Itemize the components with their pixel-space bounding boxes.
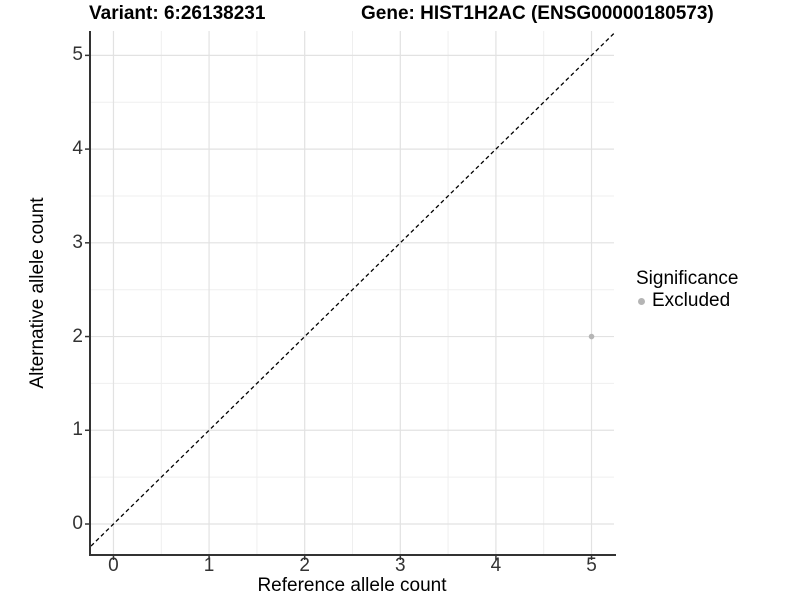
x-tick-label: 0 <box>108 555 119 576</box>
legend-point-icon <box>637 297 645 305</box>
y-tick-label: 5 <box>72 44 83 66</box>
y-tick-label: 4 <box>72 138 83 160</box>
legend-key <box>630 290 652 312</box>
legend-items: Excluded <box>630 290 738 312</box>
x-tick-label: 5 <box>586 555 597 576</box>
y-tick-label: 2 <box>72 325 83 347</box>
x-tick-label: 1 <box>203 555 215 576</box>
legend-item: Excluded <box>630 290 738 312</box>
legend-title: Significance <box>636 268 739 289</box>
legend: Significance Excluded <box>630 268 738 312</box>
data-point <box>588 333 595 340</box>
x-tick-label: 2 <box>299 555 310 576</box>
y-tick-label: 3 <box>72 231 83 253</box>
y-tick-label: 0 <box>72 513 83 534</box>
y-tick-label: 1 <box>72 419 83 441</box>
x-tick-label: 3 <box>395 555 406 576</box>
gene-title: Gene: HIST1H2AC (ENSG00000180573) <box>361 3 714 24</box>
y-axis-title: Alternative allele count <box>27 197 48 389</box>
plot-panel <box>85 31 616 560</box>
x-tick-label: 4 <box>490 555 502 576</box>
identity-dashed-line <box>90 32 615 547</box>
legend-item-label: Excluded <box>652 290 731 311</box>
x-axis-title: Reference allele count <box>257 575 447 596</box>
variant-title: Variant: 6:26138231 <box>89 3 266 24</box>
